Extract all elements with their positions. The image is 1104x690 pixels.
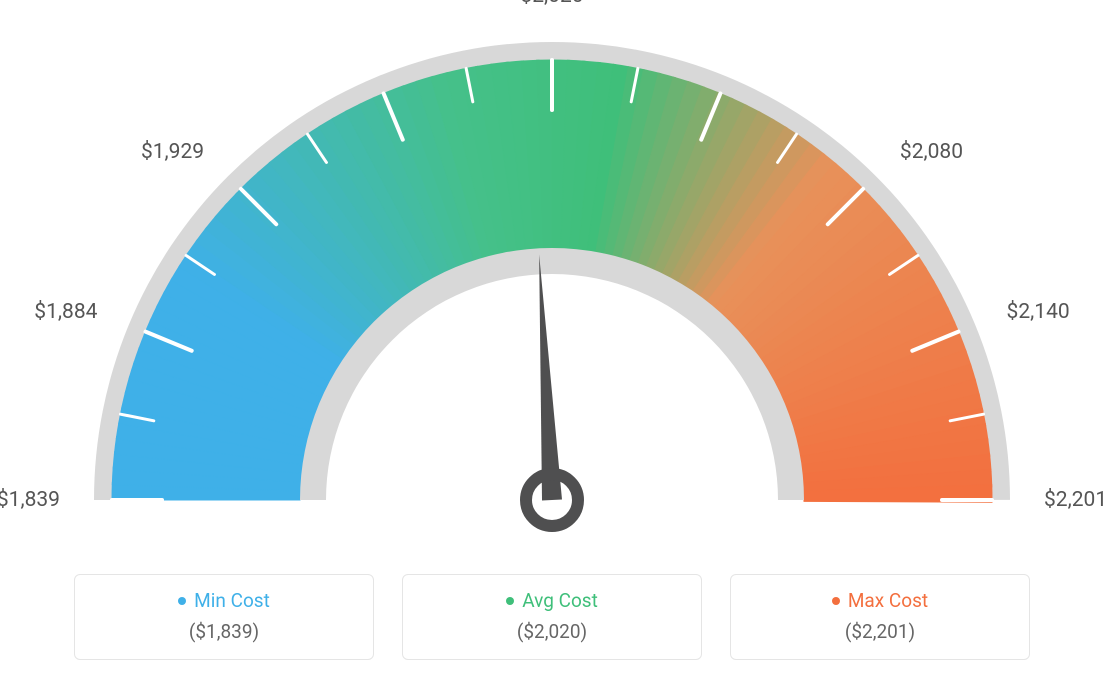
gauge-tick-label: $1,839 <box>0 488 60 512</box>
legend-value-min: ($1,839) <box>95 620 353 643</box>
gauge-tick-label: $2,020 <box>520 0 583 8</box>
legend-value-avg: ($2,020) <box>423 620 681 643</box>
gauge <box>0 0 1104 560</box>
chart-container: $1,839 $1,884 $1,929 $2,020 $2,080 $2,140 $2,2… <box>0 0 1104 690</box>
legend-title-min: Min Cost <box>194 589 270 612</box>
gauge-tick-label: $2,140 <box>1007 300 1070 324</box>
legend-title-max: Max Cost <box>848 589 928 612</box>
gauge-tick-label: $1,884 <box>34 300 97 324</box>
legend-dot-max <box>832 597 840 605</box>
legend-card-max: Max Cost ($2,201) <box>730 574 1030 660</box>
legend-card-avg: Avg Cost ($2,020) <box>402 574 702 660</box>
legend-title-avg: Avg Cost <box>522 589 598 612</box>
legend-row: Min Cost ($1,839) Avg Cost ($2,020) Max … <box>0 574 1104 660</box>
gauge-tick-label: $2,080 <box>900 140 963 164</box>
legend-card-min: Min Cost ($1,839) <box>74 574 374 660</box>
legend-dot-avg <box>506 597 514 605</box>
legend-value-max: ($2,201) <box>751 620 1009 643</box>
legend-dot-min <box>178 597 186 605</box>
gauge-tick-label: $1,929 <box>141 140 204 164</box>
gauge-tick-label: $2,201 <box>1044 488 1104 512</box>
